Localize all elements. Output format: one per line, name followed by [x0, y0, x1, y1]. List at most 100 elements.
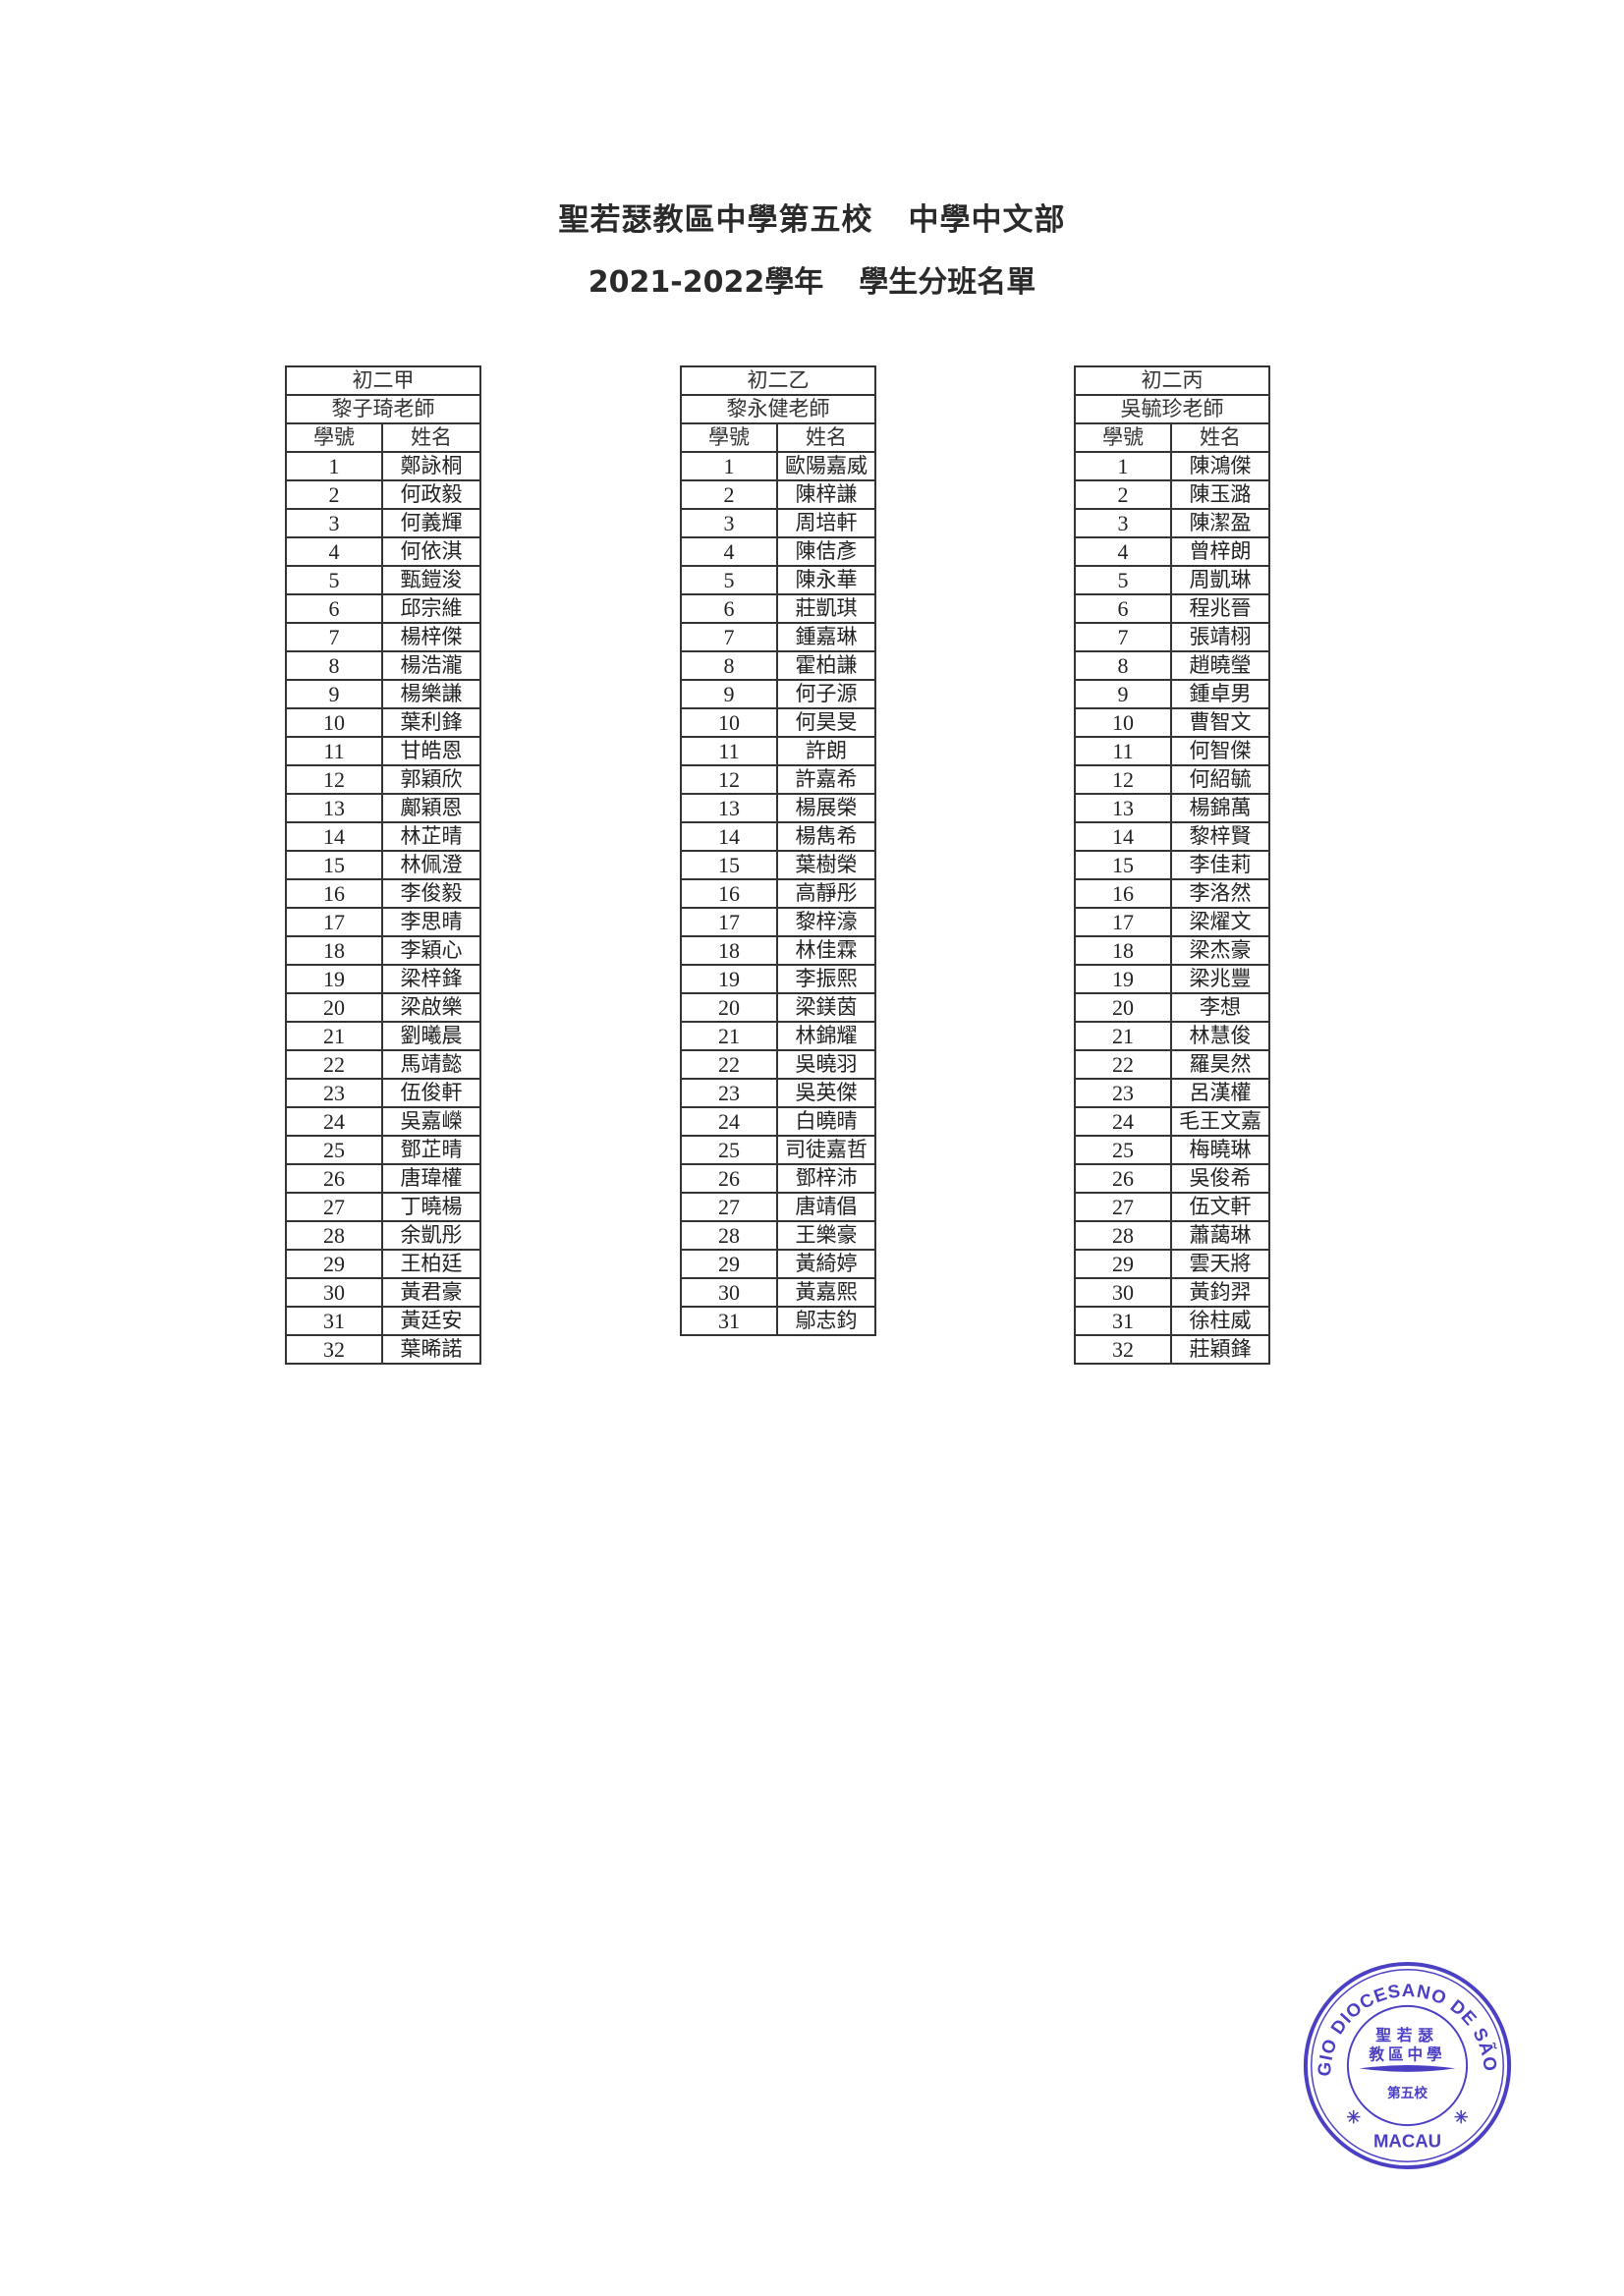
student-number: 24 [1074, 1106, 1172, 1137]
student-name: 蕭藹琳 [1170, 1220, 1270, 1251]
table-row: 29 雲天將 [1074, 1249, 1270, 1279]
student-name: 陳梓謙 [776, 479, 876, 510]
student-name: 陳鴻傑 [1170, 451, 1270, 481]
student-name: 霍柏謙 [776, 650, 876, 681]
class-teacher: 吳毓珍老師 [1074, 394, 1270, 424]
student-number: 30 [285, 1277, 383, 1308]
table-row: 9 鍾卓男 [1074, 679, 1270, 709]
student-name: 黎梓濠 [776, 907, 876, 937]
student-number: 25 [680, 1135, 778, 1165]
class-teacher: 黎子琦老師 [285, 394, 481, 424]
student-number: 22 [1074, 1049, 1172, 1080]
student-name: 周培軒 [776, 508, 876, 538]
class-name: 初二乙 [680, 365, 876, 396]
student-number: 27 [1074, 1192, 1172, 1222]
student-number: 21 [285, 1021, 383, 1051]
student-name: 楊樂謙 [381, 679, 481, 709]
student-number: 26 [680, 1163, 778, 1194]
student-name: 林芷晴 [381, 821, 481, 852]
student-number: 14 [1074, 821, 1172, 852]
student-number: 9 [680, 679, 778, 709]
student-name: 楊浩瀧 [381, 650, 481, 681]
student-name: 陳永華 [776, 565, 876, 595]
table-row: 22 馬靖懿 [285, 1049, 481, 1080]
table-row: 32 莊穎鋒 [1074, 1334, 1270, 1365]
table-row: 8 趙曉瑩 [1074, 650, 1270, 681]
student-number: 9 [1074, 679, 1172, 709]
student-name: 毛王文嘉 [1170, 1106, 1270, 1137]
student-number: 15 [1074, 850, 1172, 880]
student-number: 12 [285, 764, 383, 795]
student-name: 吳英傑 [776, 1078, 876, 1108]
student-number: 2 [285, 479, 383, 510]
svg-text:✳: ✳ [1454, 2107, 1469, 2127]
student-number: 28 [1074, 1220, 1172, 1251]
student-name: 李俊毅 [381, 878, 481, 909]
student-number: 7 [680, 622, 778, 652]
table-row: 25 司徒嘉哲 [680, 1135, 876, 1165]
student-name: 黃廷安 [381, 1306, 481, 1336]
student-name: 余凱彤 [381, 1220, 481, 1251]
student-name: 李穎心 [381, 935, 481, 966]
student-name: 許朗 [776, 736, 876, 766]
table-row: 14 楊雋希 [680, 821, 876, 852]
table-row: 11 許朗 [680, 736, 876, 766]
class-teacher: 黎永健老師 [680, 394, 876, 424]
table-row: 30 黃嘉熙 [680, 1277, 876, 1308]
student-name: 何義輝 [381, 508, 481, 538]
student-name: 梁鎂茵 [776, 992, 876, 1023]
student-number: 5 [1074, 565, 1172, 595]
table-row: 6 程兆晉 [1074, 593, 1270, 624]
student-number: 23 [680, 1078, 778, 1108]
stamp-inner-line1: 聖若瑟 [1375, 2026, 1438, 2044]
student-name: 陳佶彥 [776, 536, 876, 567]
table-row: 23 呂漢權 [1074, 1078, 1270, 1108]
student-number: 17 [285, 907, 383, 937]
student-number: 23 [285, 1078, 383, 1108]
table-row: 12 何紹毓 [1074, 764, 1270, 795]
student-number: 24 [680, 1106, 778, 1137]
table-row: 23 吳英傑 [680, 1078, 876, 1108]
table-row: 5 甄鎧浚 [285, 565, 481, 595]
student-name: 林錦耀 [776, 1021, 876, 1051]
table-row: 13 楊錦萬 [1074, 793, 1270, 823]
student-number: 18 [1074, 935, 1172, 966]
column-header-name: 姓名 [776, 422, 876, 453]
column-header-number: 學號 [680, 422, 778, 453]
student-name: 黃鈞羿 [1170, 1277, 1270, 1308]
student-number: 8 [680, 650, 778, 681]
student-name: 李洛然 [1170, 878, 1270, 909]
list-name: 學生分班名單 [859, 265, 1036, 300]
student-name: 何依淇 [381, 536, 481, 567]
student-name: 甄鎧浚 [381, 565, 481, 595]
student-name: 呂漢權 [1170, 1078, 1270, 1108]
student-name: 唐靖倡 [776, 1192, 876, 1222]
table-row: 17 梁燿文 [1074, 907, 1270, 937]
table-row: 20 梁啟樂 [285, 992, 481, 1023]
table-row: 25 梅曉琳 [1074, 1135, 1270, 1165]
student-name: 鄔志鈞 [776, 1306, 876, 1336]
table-row: 12 郭穎欣 [285, 764, 481, 795]
student-number: 12 [680, 764, 778, 795]
column-header-name: 姓名 [1170, 422, 1270, 453]
student-name: 曹智文 [1170, 707, 1270, 738]
student-number: 22 [285, 1049, 383, 1080]
student-name: 王柏廷 [381, 1249, 481, 1279]
student-number: 6 [285, 593, 383, 624]
student-name: 鍾嘉琳 [776, 622, 876, 652]
table-row: 19 梁梓鋒 [285, 964, 481, 994]
table-row: 3 何義輝 [285, 508, 481, 538]
student-name: 林慧俊 [1170, 1021, 1270, 1051]
student-name: 吳俊希 [1170, 1163, 1270, 1194]
teacher-row: 黎永健老師 [680, 394, 876, 424]
student-name: 鄧梓沛 [776, 1163, 876, 1194]
student-name: 鄺穎恩 [381, 793, 481, 823]
student-name: 楊展榮 [776, 793, 876, 823]
column-header-row: 學號 姓名 [285, 422, 481, 453]
student-number: 25 [285, 1135, 383, 1165]
student-number: 10 [1074, 707, 1172, 738]
student-number: 26 [1074, 1163, 1172, 1194]
table-row: 10 曹智文 [1074, 707, 1270, 738]
student-number: 21 [1074, 1021, 1172, 1051]
table-row: 10 何昊旻 [680, 707, 876, 738]
